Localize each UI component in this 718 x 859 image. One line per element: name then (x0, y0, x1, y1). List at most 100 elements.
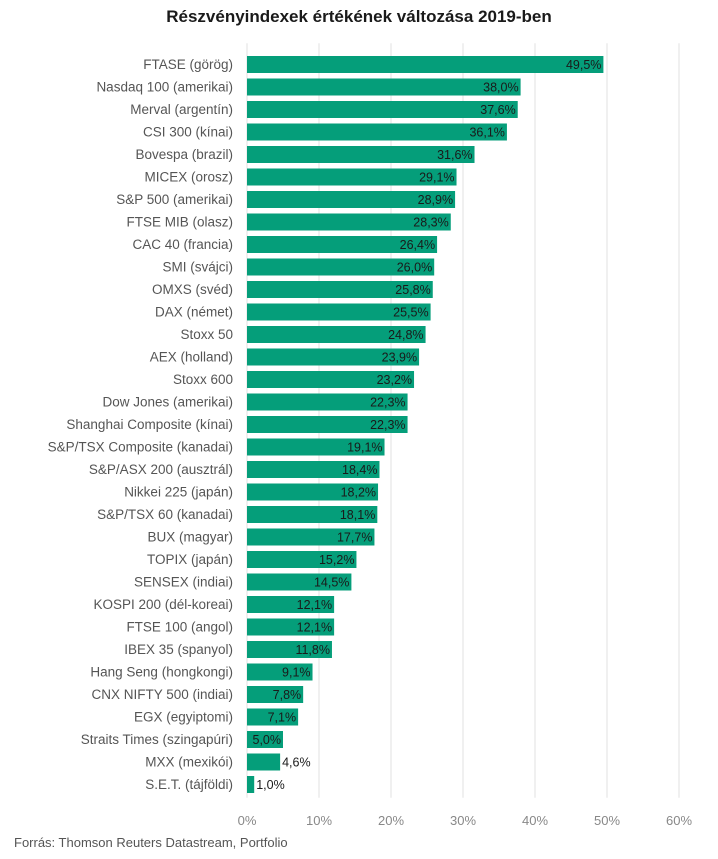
value-label: 17,7% (337, 531, 372, 545)
category-label: EGX (egyiptomi) (134, 710, 233, 725)
value-label: 1,0% (256, 778, 285, 792)
bar (247, 438, 385, 456)
value-label: 7,8% (273, 688, 302, 702)
value-labels: 49,5% 38,0% 37,6% 36,1% 31,6% 29,1% 28,9% 28,3%… (253, 58, 602, 792)
category-label: Nikkei 225 (japán) (124, 485, 233, 500)
category-label: BUX (magyar) (147, 530, 233, 545)
bar (247, 236, 438, 253)
category-labels: FTASE (görög) Nasdaq 100 (amerikai) Merval… (48, 57, 233, 792)
category-label: Stoxx 600 (173, 372, 233, 387)
value-label: 12,1% (297, 621, 332, 635)
category-label: S.E.T. (tájföldi) (145, 777, 233, 792)
value-label: 38,0% (483, 81, 518, 95)
value-label: 31,6% (437, 148, 472, 162)
category-label: SENSEX (indiai) (134, 575, 233, 590)
value-label: 9,1% (282, 666, 311, 680)
category-label: TOPIX (japán) (147, 552, 233, 567)
value-label: 49,5% (566, 58, 601, 72)
category-label: S&P 500 (amerikai) (116, 192, 233, 207)
x-tick-label: 0% (238, 813, 257, 828)
category-label: MXX (mexikói) (145, 755, 233, 770)
value-label: 37,6% (480, 103, 515, 117)
bar (247, 258, 435, 276)
bar (247, 78, 521, 96)
category-label: Hang Seng (hongkongi) (90, 665, 233, 680)
category-label: FTASE (görög) (143, 57, 233, 72)
bar (247, 191, 456, 208)
value-label: 15,2% (319, 553, 354, 567)
category-label: S&P/ASX 200 (ausztrál) (89, 462, 233, 477)
category-label: FTSE MIB (olasz) (126, 215, 233, 230)
x-tick-label: 50% (594, 813, 620, 828)
chart-title: Részvényindexek értékének változása 2019… (166, 7, 552, 26)
value-label: 29,1% (419, 171, 454, 185)
bar (247, 753, 281, 771)
value-label: 23,2% (377, 373, 412, 387)
category-label: IBEX 35 (spanyol) (124, 642, 233, 657)
bar (247, 56, 604, 73)
category-label: CSI 300 (kínai) (143, 125, 233, 140)
category-label: DAX (német) (155, 305, 233, 320)
bar (247, 573, 352, 591)
category-label: S&P/TSX Composite (kanadai) (48, 440, 233, 455)
bar (247, 416, 408, 433)
bar (247, 731, 283, 748)
bar (247, 123, 507, 141)
value-label: 25,5% (393, 306, 428, 320)
bar (247, 483, 379, 501)
x-tick-label: 10% (306, 813, 332, 828)
bar (247, 303, 431, 321)
value-label: 28,9% (418, 193, 453, 207)
bar (247, 326, 426, 343)
category-label: Straits Times (szingapúri) (81, 732, 233, 747)
value-label: 28,3% (413, 216, 448, 230)
value-label: 25,8% (395, 283, 430, 297)
category-label: S&P/TSX 60 (kanadai) (97, 507, 233, 522)
value-label: 12,1% (297, 598, 332, 612)
category-label: Nasdaq 100 (amerikai) (96, 80, 233, 95)
value-label: 36,1% (469, 126, 504, 140)
value-label: 26,4% (400, 238, 435, 252)
category-label: AEX (holland) (150, 350, 233, 365)
value-label: 26,0% (397, 261, 432, 275)
bars (247, 56, 604, 793)
category-label: KOSPI 200 (dél-koreai) (93, 597, 233, 612)
bar (247, 506, 378, 523)
bar (247, 101, 518, 118)
x-axis-ticks: 0% 10% 20% 30% 40% 50% 60% (238, 813, 693, 828)
value-label: 14,5% (314, 576, 349, 590)
category-label: Merval (argentín) (130, 102, 233, 117)
bar (247, 213, 451, 231)
value-label: 18,1% (340, 508, 375, 522)
x-tick-label: 60% (666, 813, 692, 828)
bar (247, 596, 335, 613)
value-label: 7,1% (268, 711, 297, 725)
category-label: FTSE 100 (angol) (126, 620, 233, 635)
source-note: Forrás: Thomson Reuters Datastream, Port… (14, 835, 288, 850)
bar (247, 168, 457, 186)
value-label: 5,0% (253, 733, 282, 747)
value-label: 18,4% (342, 463, 377, 477)
category-label: Dow Jones (amerikai) (102, 395, 233, 410)
category-label: Stoxx 50 (180, 327, 233, 342)
bar (247, 618, 335, 636)
category-label: OMXS (svéd) (152, 282, 233, 297)
bar (247, 708, 299, 726)
value-label: 24,8% (388, 328, 423, 342)
bar (247, 461, 380, 478)
bar (247, 348, 420, 366)
value-label: 4,6% (282, 756, 311, 770)
bar (247, 146, 475, 163)
category-label: Shanghai Composite (kínai) (66, 417, 233, 432)
category-label: CAC 40 (francia) (132, 237, 233, 252)
bar (247, 393, 408, 411)
x-tick-label: 30% (450, 813, 476, 828)
bar (247, 281, 433, 298)
value-label: 22,3% (370, 418, 405, 432)
bar (247, 776, 255, 793)
x-tick-label: 20% (378, 813, 404, 828)
category-label: MICEX (orosz) (144, 170, 233, 185)
value-label: 11,8% (295, 643, 330, 657)
bar (247, 663, 313, 681)
